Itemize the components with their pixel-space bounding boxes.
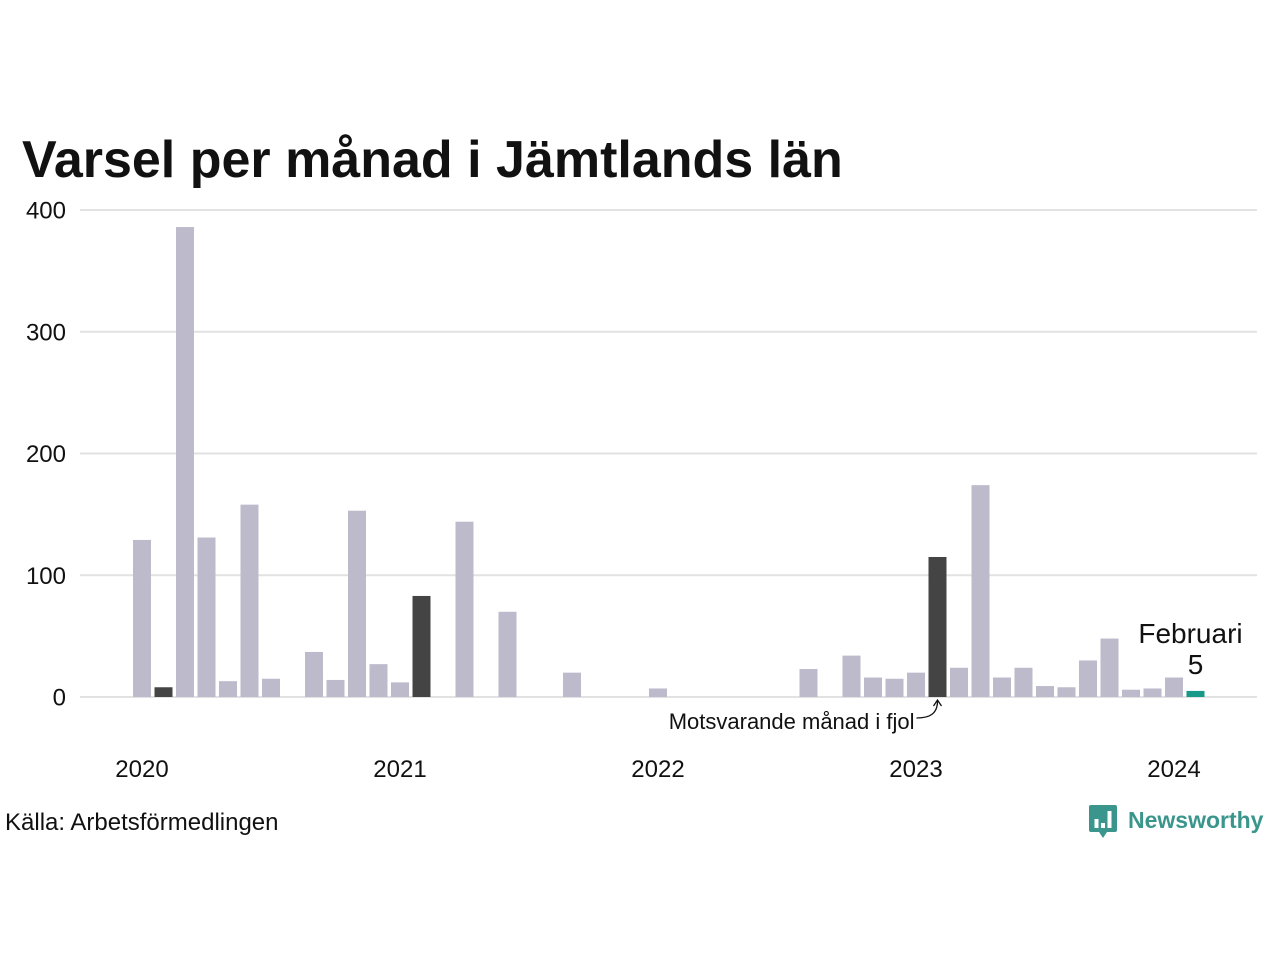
bar-2023-09 xyxy=(1079,660,1097,697)
annotation-arrowhead xyxy=(932,698,943,707)
y-tick-label: 200 xyxy=(26,441,66,468)
bar-2021-04 xyxy=(455,521,474,697)
logo-bubble-shape xyxy=(1089,805,1117,838)
bar-2023-12 xyxy=(1143,688,1162,697)
bar-2020-01 xyxy=(133,539,151,697)
bar-2024-01 xyxy=(1165,677,1183,697)
bar-2020-04 xyxy=(197,537,216,697)
bar-2020-11 xyxy=(348,510,366,697)
x-tick-label: 2020 xyxy=(115,756,168,783)
y-tick-label: 300 xyxy=(26,319,66,346)
y-tick-label: 400 xyxy=(26,198,66,225)
bar-2022-08 xyxy=(799,669,818,697)
bar-2023-04 xyxy=(971,485,990,697)
x-tick-label: 2023 xyxy=(889,756,942,783)
annotation-arrow xyxy=(916,700,939,719)
bar-2023-07 xyxy=(1036,686,1054,697)
bar-2023-03 xyxy=(950,667,968,697)
bar-2024-02 xyxy=(1186,690,1205,697)
x-tick-label: 2022 xyxy=(631,756,684,783)
bar-2023-08 xyxy=(1057,687,1076,697)
logo-bar-middle xyxy=(1101,823,1105,828)
axis-labels: 0 100 200 300 400 2020 2021 2022 2023 2024 xyxy=(26,198,1201,784)
bar-2021-02 xyxy=(412,595,431,697)
newsworthy-logo-text: Newsworthy xyxy=(1128,807,1264,833)
source-note: Källa: Arbetsförmedlingen xyxy=(5,809,279,836)
bars xyxy=(133,227,1205,698)
bar-2021-06 xyxy=(498,611,517,697)
latest-value-label: 5 xyxy=(1188,649,1204,680)
bar-2020-03 xyxy=(176,227,194,698)
bar-2020-02 xyxy=(154,687,173,697)
logo-bar-left xyxy=(1094,819,1099,828)
bar-2023-01 xyxy=(907,672,925,697)
x-tick-label: 2024 xyxy=(1147,756,1200,783)
y-tick-label: 100 xyxy=(26,563,66,590)
logo-bar-right xyxy=(1107,811,1112,828)
bar-2022-10 xyxy=(842,655,861,697)
bar-2020-12 xyxy=(369,664,388,697)
bar-2023-05 xyxy=(993,677,1011,697)
bar-2020-06 xyxy=(240,504,259,697)
newsworthy-logo-icon xyxy=(1089,805,1117,838)
bar-2020-09 xyxy=(305,651,323,697)
bar-2021-01 xyxy=(391,682,409,697)
bar-2020-05 xyxy=(219,681,237,697)
bar-2020-07 xyxy=(262,678,280,697)
annotation-label: Motsvarande månad i fjol xyxy=(669,709,915,734)
y-tick-label: 0 xyxy=(53,685,66,712)
bar-2023-10 xyxy=(1100,638,1119,697)
bar-2023-06 xyxy=(1014,667,1033,697)
bar-chart: 0 100 200 300 400 2020 2021 2022 2023 2024 Motsva… xyxy=(26,198,1257,784)
bar-2022-12 xyxy=(885,678,904,697)
bar-2022-11 xyxy=(864,677,882,697)
chart-title: Varsel per månad i Jämtlands län xyxy=(22,131,843,189)
bar-2023-11 xyxy=(1122,689,1140,697)
bar-2020-10 xyxy=(326,679,345,697)
latest-month-label: Februari xyxy=(1138,618,1242,649)
x-tick-label: 2021 xyxy=(373,756,426,783)
bar-2022-01 xyxy=(649,688,667,697)
bar-2023-02 xyxy=(928,556,947,697)
bar-2021-09 xyxy=(563,672,581,697)
